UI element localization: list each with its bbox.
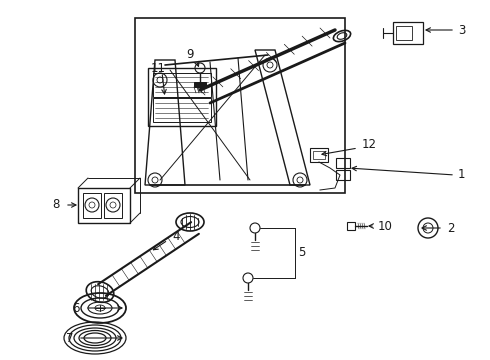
- Text: 1: 1: [458, 168, 466, 181]
- Bar: [78, 188, 130, 223]
- Bar: [104, 193, 122, 218]
- Bar: [336, 170, 350, 180]
- Text: 8: 8: [52, 198, 60, 211]
- Text: 6: 6: [73, 302, 80, 315]
- Bar: [153, 98, 211, 122]
- Text: 10: 10: [378, 220, 393, 233]
- Bar: [194, 82, 206, 87]
- Text: 4: 4: [172, 230, 179, 243]
- Bar: [135, 18, 345, 193]
- Text: 7: 7: [66, 332, 73, 345]
- Bar: [148, 68, 216, 126]
- Bar: [396, 26, 412, 40]
- Text: 2: 2: [447, 221, 455, 234]
- Text: 5: 5: [298, 247, 305, 260]
- Bar: [336, 158, 350, 168]
- Bar: [393, 22, 423, 44]
- Bar: [153, 73, 211, 97]
- Text: 9: 9: [186, 49, 194, 62]
- Text: 11: 11: [150, 62, 166, 75]
- Text: 3: 3: [458, 23, 466, 36]
- Text: 12: 12: [362, 139, 377, 152]
- Bar: [83, 193, 101, 218]
- Bar: [347, 222, 355, 230]
- Bar: [310, 148, 328, 162]
- Bar: [313, 151, 325, 159]
